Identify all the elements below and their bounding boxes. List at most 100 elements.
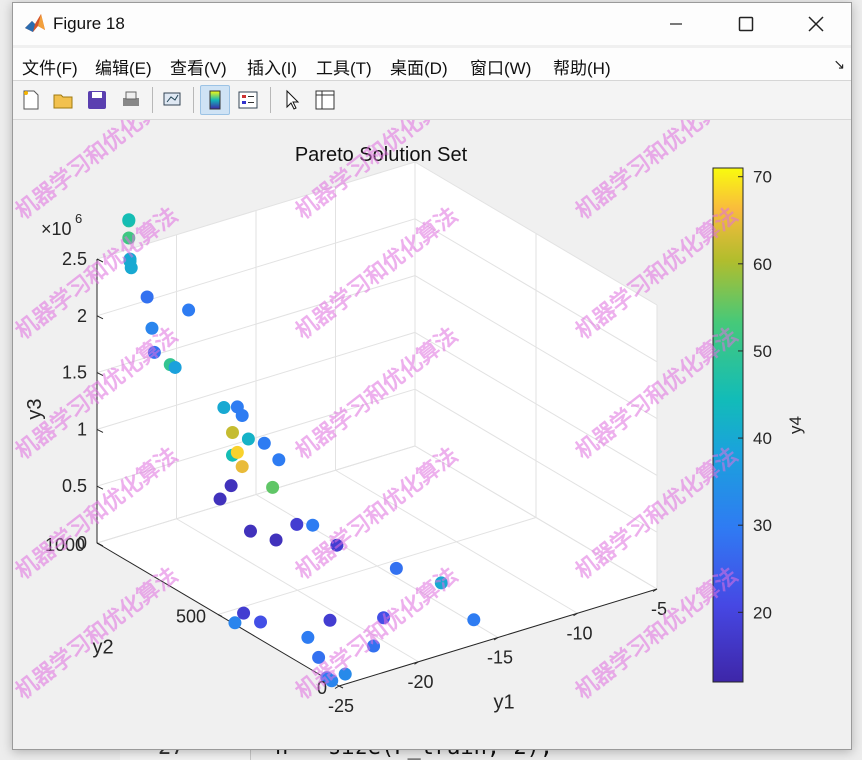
open-button[interactable]	[48, 85, 78, 115]
watermark-text: 机器学习和优化算法	[13, 120, 182, 224]
data-point	[434, 576, 448, 590]
data-point	[254, 615, 268, 629]
data-point	[323, 613, 337, 627]
grid-line	[96, 331, 416, 430]
data-point	[266, 480, 280, 494]
property-inspector-icon	[315, 90, 335, 110]
menu-window[interactable]: 窗口(W)	[470, 59, 532, 78]
maximize-button[interactable]	[711, 3, 781, 45]
menu-file[interactable]: 文件(F)	[22, 59, 78, 78]
insert-colorbar-button[interactable]	[200, 85, 230, 115]
menu-edit[interactable]: 编辑(E)	[95, 59, 152, 78]
data-point	[122, 231, 136, 245]
grid-line	[96, 388, 416, 487]
x-tick-label: -25	[328, 696, 354, 716]
toolbar	[13, 81, 851, 120]
x-tick-label: -10	[566, 623, 592, 643]
data-point	[235, 408, 249, 422]
z-tick-label: 0.5	[62, 476, 87, 496]
z-tick-label: 1	[77, 419, 87, 439]
property-inspector-button[interactable]	[310, 85, 340, 115]
pareto-3d-scatter-plot[interactable]: -25-20-15-10-50500100000.511.522.5×106y1…	[11, 82, 851, 749]
x-tick-label: -20	[407, 672, 433, 692]
x-tick-mark	[573, 612, 578, 617]
toolbar-separator	[152, 87, 153, 113]
edit-plot-button[interactable]	[277, 85, 307, 115]
grid-line	[414, 331, 658, 476]
colorbar-label: y4	[786, 416, 805, 434]
window-title: Figure 18	[53, 14, 125, 33]
data-point	[122, 213, 136, 227]
menu-help[interactable]: 帮助(H)	[553, 59, 611, 78]
data-point	[224, 479, 238, 493]
data-point	[306, 518, 320, 532]
figure-window: Figure 18 文件(F) 编辑(E) 查看(V) 插入(I) 工具(T) …	[11, 2, 852, 750]
data-point	[145, 321, 159, 335]
save-icon	[88, 91, 106, 109]
z-tick-mark	[96, 485, 104, 490]
data-point	[241, 432, 255, 446]
data-point	[230, 445, 244, 459]
insert-colorbar-icon	[209, 90, 221, 110]
data-point	[217, 401, 231, 415]
data-point	[237, 606, 251, 620]
y-tick-label: 1000	[45, 535, 85, 555]
data-point	[389, 561, 403, 575]
data-point	[269, 533, 283, 547]
data-point	[257, 436, 271, 450]
y-tick-mark	[338, 685, 344, 689]
minimize-button[interactable]	[641, 3, 711, 45]
insert-legend-button[interactable]	[233, 85, 263, 115]
menu-view[interactable]: 查看(V)	[170, 59, 227, 78]
new-figure-button[interactable]	[16, 85, 46, 115]
menu-tools[interactable]: 工具(T)	[316, 59, 372, 78]
colorbar-tick-label: 20	[753, 603, 772, 622]
data-point	[124, 261, 138, 275]
x-tick-label: -5	[651, 599, 667, 619]
matlab-logo-icon	[25, 14, 45, 32]
minimize-icon	[670, 23, 682, 25]
data-point	[228, 616, 242, 630]
title-bar[interactable]: Figure 18	[13, 3, 851, 45]
x-tick-mark	[334, 685, 340, 689]
data-point	[213, 492, 227, 506]
dock-arrow-icon[interactable]: ↘	[833, 56, 845, 72]
z-exponent-base: ×10	[41, 219, 72, 239]
new-figure-icon	[23, 90, 39, 110]
print-button[interactable]	[116, 85, 146, 115]
grid-line	[414, 445, 658, 590]
z-tick-mark	[96, 428, 104, 433]
data-point	[325, 674, 339, 688]
z-tick-label: 0	[77, 533, 87, 553]
link-plot-button[interactable]	[158, 85, 188, 115]
grid-line	[96, 161, 416, 260]
x-tick-label: -15	[487, 648, 513, 668]
menu-insert[interactable]: 插入(I)	[247, 59, 298, 78]
data-point	[367, 639, 381, 653]
data-point	[377, 611, 391, 625]
menu-desktop[interactable]: 桌面(D)	[390, 59, 448, 78]
grid-line	[414, 161, 658, 306]
colorbar-tick-label: 50	[753, 342, 772, 361]
close-button[interactable]	[781, 3, 851, 45]
z-tick-mark	[96, 258, 104, 263]
grid-line	[414, 275, 658, 420]
data-point	[182, 303, 196, 317]
z-axis-label: y3	[24, 398, 46, 419]
link-plot-icon	[163, 92, 181, 106]
figure-canvas[interactable]: -25 -20 -15 -10 -5 0 500 1000 0 0.5 1 1.5 2 2.5 ×10 6 y1…	[11, 82, 851, 749]
y-tick-label: 500	[176, 607, 206, 627]
y-tick-label: 0	[317, 678, 327, 698]
colorbar-tick-label: 70	[753, 168, 772, 187]
z-exponent-power: 6	[75, 211, 82, 226]
background-command-window-edge	[0, 60, 12, 360]
colorbar-tick-label: 30	[753, 516, 772, 535]
toolbar-separator	[270, 87, 271, 113]
data-point	[312, 650, 326, 664]
x-axis-label: y1	[493, 692, 514, 714]
save-button[interactable]	[82, 85, 112, 115]
data-point	[226, 425, 239, 439]
edit-plot-cursor-icon	[286, 89, 300, 110]
data-point	[243, 524, 257, 538]
grid-line	[217, 517, 537, 615]
